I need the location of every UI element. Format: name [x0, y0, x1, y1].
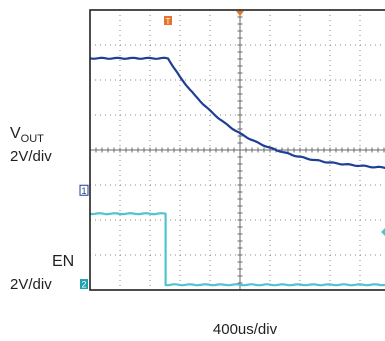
- x-axis-label: 400us/div: [213, 321, 278, 338]
- plot-frame: [89, 9, 385, 291]
- trigger-level-marker: [381, 228, 385, 236]
- traces: [89, 56, 385, 287]
- series-1-label: VOUT: [10, 125, 44, 145]
- channel-2-marker: 2: [80, 279, 88, 290]
- channel-1-marker: 1: [79, 184, 89, 196]
- channel-2-label: 2: [81, 280, 86, 290]
- trigger-marker: T: [164, 16, 172, 26]
- markers: 1 2 T: [79, 11, 385, 290]
- grid: [89, 9, 385, 291]
- trigger-label: T: [166, 17, 171, 26]
- series-1-scale: 2V/div: [10, 148, 52, 165]
- trigger-position-marker: [236, 11, 244, 16]
- series-2-label: EN: [52, 253, 74, 270]
- channel-1-label: 1: [81, 186, 86, 196]
- series-2-scale: 2V/div: [10, 276, 52, 293]
- trace-en: [89, 212, 385, 287]
- trace-vout: [89, 56, 385, 170]
